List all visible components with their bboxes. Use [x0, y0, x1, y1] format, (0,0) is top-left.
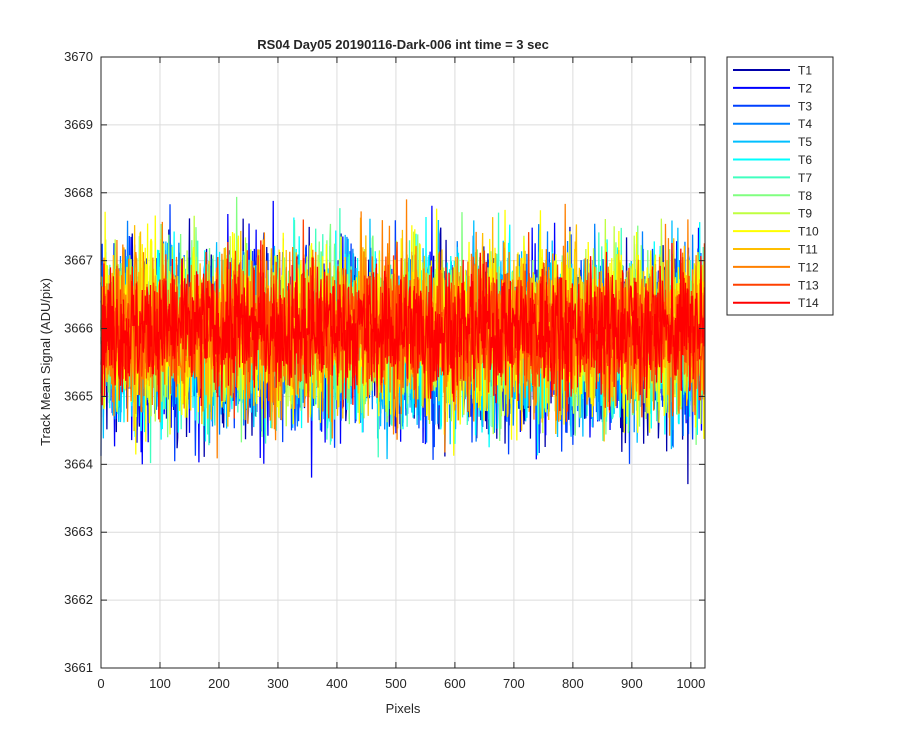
y-axis: 3661 3662 3663 3664 3665 3666 3667 3668 3669 3670: [64, 49, 705, 675]
x-tick-label: 100: [149, 676, 171, 691]
legend-label-T11: T11: [798, 243, 818, 257]
y-tick-label: 3669: [64, 117, 93, 132]
legend-label-T3: T3: [798, 99, 812, 113]
legend: T1 T2 T3 T4 T5 T6 T7 T8 T9 T10 T11 T12 T13 T14: [726, 56, 834, 316]
y-tick-label: 3668: [64, 185, 93, 200]
x-tick-label: 0: [97, 676, 104, 691]
series-line-T14: [100, 240, 706, 420]
y-tick-label: 3663: [64, 524, 93, 539]
axes-box: [100, 56, 706, 669]
y-tick-label: 3670: [64, 49, 93, 64]
legend-label-T4: T4: [798, 117, 812, 131]
legend-label-T13: T13: [798, 278, 819, 292]
x-tick-label: 300: [267, 676, 289, 691]
x-tick-label: 800: [562, 676, 584, 691]
y-tick-label: 3661: [64, 660, 93, 675]
y-axis-label: Track Mean Signal (ADU/pix): [38, 278, 53, 446]
y-tick-label: 3665: [64, 388, 93, 403]
legend-label-T7: T7: [798, 171, 812, 185]
legend-box: [726, 56, 834, 316]
x-tick-label: 700: [503, 676, 525, 691]
x-tick-label: 500: [385, 676, 407, 691]
legend-label-T6: T6: [798, 153, 812, 167]
x-tick-label: 900: [621, 676, 643, 691]
y-tick-label: 3667: [64, 253, 93, 268]
x-tick-label: 600: [444, 676, 466, 691]
y-tick-label: 3662: [64, 592, 93, 607]
legend-label-T8: T8: [798, 189, 812, 203]
x-tick-label: 200: [208, 676, 230, 691]
legend-label-T5: T5: [798, 135, 812, 149]
legend-label-T2: T2: [798, 81, 812, 95]
x-axis-label: Pixels: [386, 701, 421, 716]
legend-label-T10: T10: [798, 225, 819, 239]
y-tick-label: 3666: [64, 321, 93, 336]
legend-label-T14: T14: [798, 296, 819, 310]
legend-label-T9: T9: [798, 207, 812, 221]
x-tick-label: 1000: [676, 676, 705, 691]
legend-label-T1: T1: [798, 64, 812, 78]
x-tick-label: 400: [326, 676, 348, 691]
plot-area: [100, 196, 706, 485]
chart-title: RS04 Day05 20190116-Dark-006 int time = …: [257, 37, 549, 52]
legend-label-T12: T12: [798, 260, 819, 274]
x-axis: 0 100 200 300 400 500 600 700 800 900 1000: [97, 57, 705, 691]
y-tick-label: 3664: [64, 456, 93, 471]
